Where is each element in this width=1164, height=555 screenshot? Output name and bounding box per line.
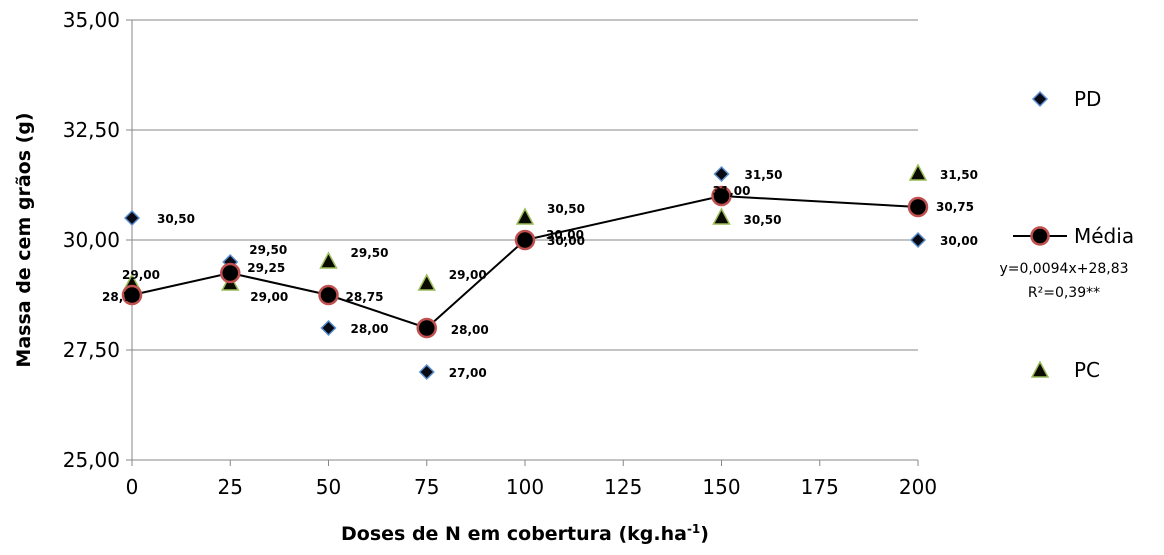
y-tick-labels: 25,00 27,50 30,00 32,50 35,00 [63,8,120,472]
legend-item-pc: PC [1030,358,1100,382]
grid-lines [132,19,918,351]
x-axis-title: Doses de N em cobertura (kg.ha-1) [341,522,709,545]
x-tick-label-6: 150 [702,475,740,499]
point-pc-5 [712,207,731,225]
x-tick-label-4: 100 [506,475,544,499]
legend: PD Média y=0,0094x+28,83 R²=0,39** PC [999,87,1134,382]
data-label-pd-4: 30,00 [547,234,585,248]
y-axis-title: Massa de cem grãos (g) [13,112,35,367]
x-tick-label-3: 75 [414,475,439,499]
point-media-1 [220,262,241,284]
x-axis-title-main: Doses de N em cobertura (kg.ha [341,523,687,545]
data-label-media-4: 30,00 [546,228,584,242]
point-pc-4 [515,207,535,225]
data-label-pc-3: 29,00 [449,268,487,282]
data-label-pc-0: 29,00 [122,268,160,282]
legend-item-pd: PD [1031,87,1101,111]
legend-label-pd: PD [1074,87,1101,111]
x-tick-label-8: 200 [899,475,937,499]
legend-label-media: Média [1074,224,1134,248]
data-label-media-6: 30,75 [936,200,974,214]
legend-marker-media [1030,226,1050,246]
legend-marker-pc [1030,360,1050,378]
data-label-pc-4: 30,50 [547,202,585,216]
x-tick-label-1: 25 [218,475,243,499]
point-pc-3 [417,273,436,291]
y-tick-label-0: 25,00 [63,448,120,472]
legend-item-media: Média [1013,224,1134,248]
data-label-pd-2: 28,00 [351,322,389,336]
data-label-pd-0: 30,50 [157,212,195,226]
legend-label-pc: PC [1074,358,1100,382]
point-media-5 [711,185,732,207]
point-pd-6 [909,231,927,249]
trendline-equation: y=0,0094x+28,83 [999,261,1128,277]
point-pd-2 [320,319,337,337]
point-media-6 [907,196,929,218]
point-pd-5 [713,165,730,183]
point-media-2 [318,284,339,306]
data-labels: 30,50 29,50 28,00 27,00 30,00 31,50 30,00 28,75… [102,168,978,380]
data-label-pc-5: 30,50 [744,213,782,227]
plot-area [121,163,929,381]
data-label-media-3: 28,00 [451,323,489,337]
point-media-3 [416,317,437,339]
data-label-media-1: 29,25 [247,261,285,275]
data-label-pc-2: 29,50 [351,246,389,260]
x-tick-label-2: 50 [316,475,341,499]
data-label-pd-5: 31,50 [745,168,783,182]
data-label-pd-1: 29,50 [249,243,287,257]
legend-marker-pd [1031,90,1049,108]
y-tick-label-4: 35,00 [63,8,120,32]
x-tick-label-5: 125 [604,475,642,499]
data-label-pd-6: 30,00 [940,234,978,248]
point-pd-0 [123,209,141,227]
x-axis-title-end: ) [700,523,709,545]
x-tick-label-0: 0 [126,475,139,499]
y-tick-label-1: 27,50 [63,338,120,362]
axes [126,19,919,466]
point-media-4 [514,229,536,251]
r-squared-value: R²=0,39** [1028,285,1100,301]
point-pc-6 [908,163,928,181]
data-label-media-2: 28,75 [346,290,384,304]
point-pd-3 [418,363,435,381]
data-label-media-5: 31,00 [713,184,751,198]
y-tick-label-3: 32,50 [63,118,120,142]
data-label-pc-1: 29,00 [250,290,288,304]
data-label-pc-6: 31,50 [940,168,978,182]
x-tick-label-7: 175 [801,475,839,499]
x-axis-title-superscript: -1 [687,522,700,536]
point-pc-2 [319,251,338,269]
data-label-pd-3: 27,00 [449,366,487,380]
point-media-0 [121,284,143,306]
data-label-media-0: 28,75 [102,290,140,304]
x-tick-labels: 0 25 50 75 100 125 150 175 200 [126,475,937,499]
y-tick-label-2: 30,00 [63,228,120,252]
